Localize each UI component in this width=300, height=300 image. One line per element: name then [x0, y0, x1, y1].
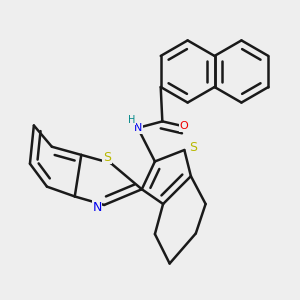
Text: N: N — [134, 123, 142, 133]
Text: N: N — [92, 201, 102, 214]
Text: S: S — [103, 151, 111, 164]
Text: H: H — [128, 115, 136, 125]
Text: S: S — [190, 141, 197, 154]
Text: O: O — [179, 121, 188, 131]
